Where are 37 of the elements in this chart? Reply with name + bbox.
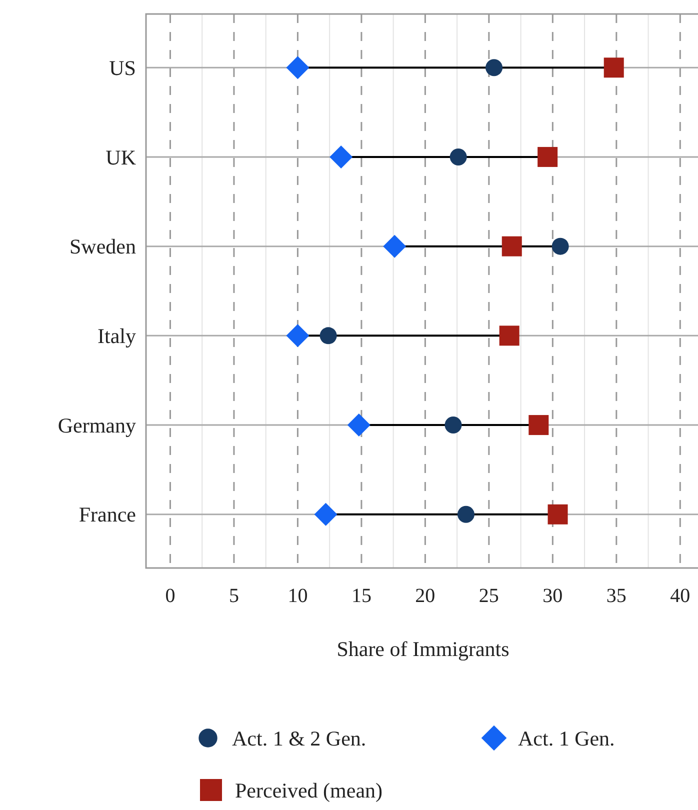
y-tick-label: US <box>109 56 136 80</box>
legend-label: Act. 1 & 2 Gen. <box>232 726 366 750</box>
point <box>450 148 467 166</box>
y-tick-label: Sweden <box>70 234 136 259</box>
point <box>502 236 522 256</box>
x-tick-label: 5 <box>228 585 239 607</box>
y-tick-label: UK <box>106 145 136 170</box>
point <box>383 234 406 258</box>
point <box>347 414 370 437</box>
point <box>499 326 520 346</box>
x-axis-title: Share of Immigrants <box>336 637 510 661</box>
x-tick-label: 20 <box>415 585 436 607</box>
point <box>286 324 310 348</box>
point <box>330 145 353 168</box>
x-tick-label: 0 <box>165 585 176 607</box>
y-tick-label: Italy <box>98 324 136 348</box>
legend-label: Perceived (mean) <box>235 778 383 802</box>
x-tick-label: 35 <box>606 585 626 607</box>
x-tick-label: 10 <box>288 585 308 607</box>
point <box>444 416 462 434</box>
point <box>604 58 624 78</box>
point <box>548 504 568 524</box>
x-tick-label: 40 <box>670 585 690 607</box>
x-tick-label: 15 <box>351 585 372 607</box>
point <box>457 506 474 523</box>
point <box>286 56 310 80</box>
point <box>528 415 549 436</box>
y-tick-label: France <box>78 502 136 527</box>
y-tick-label: Germany <box>58 413 136 438</box>
point <box>314 502 338 526</box>
legend-label: Act. 1 Gen. <box>518 726 615 750</box>
point <box>486 59 503 76</box>
point <box>320 327 337 344</box>
point <box>538 146 558 167</box>
x-tick-label: 25 <box>478 585 499 607</box>
point <box>552 238 569 255</box>
x-tick-label: 30 <box>542 585 563 607</box>
